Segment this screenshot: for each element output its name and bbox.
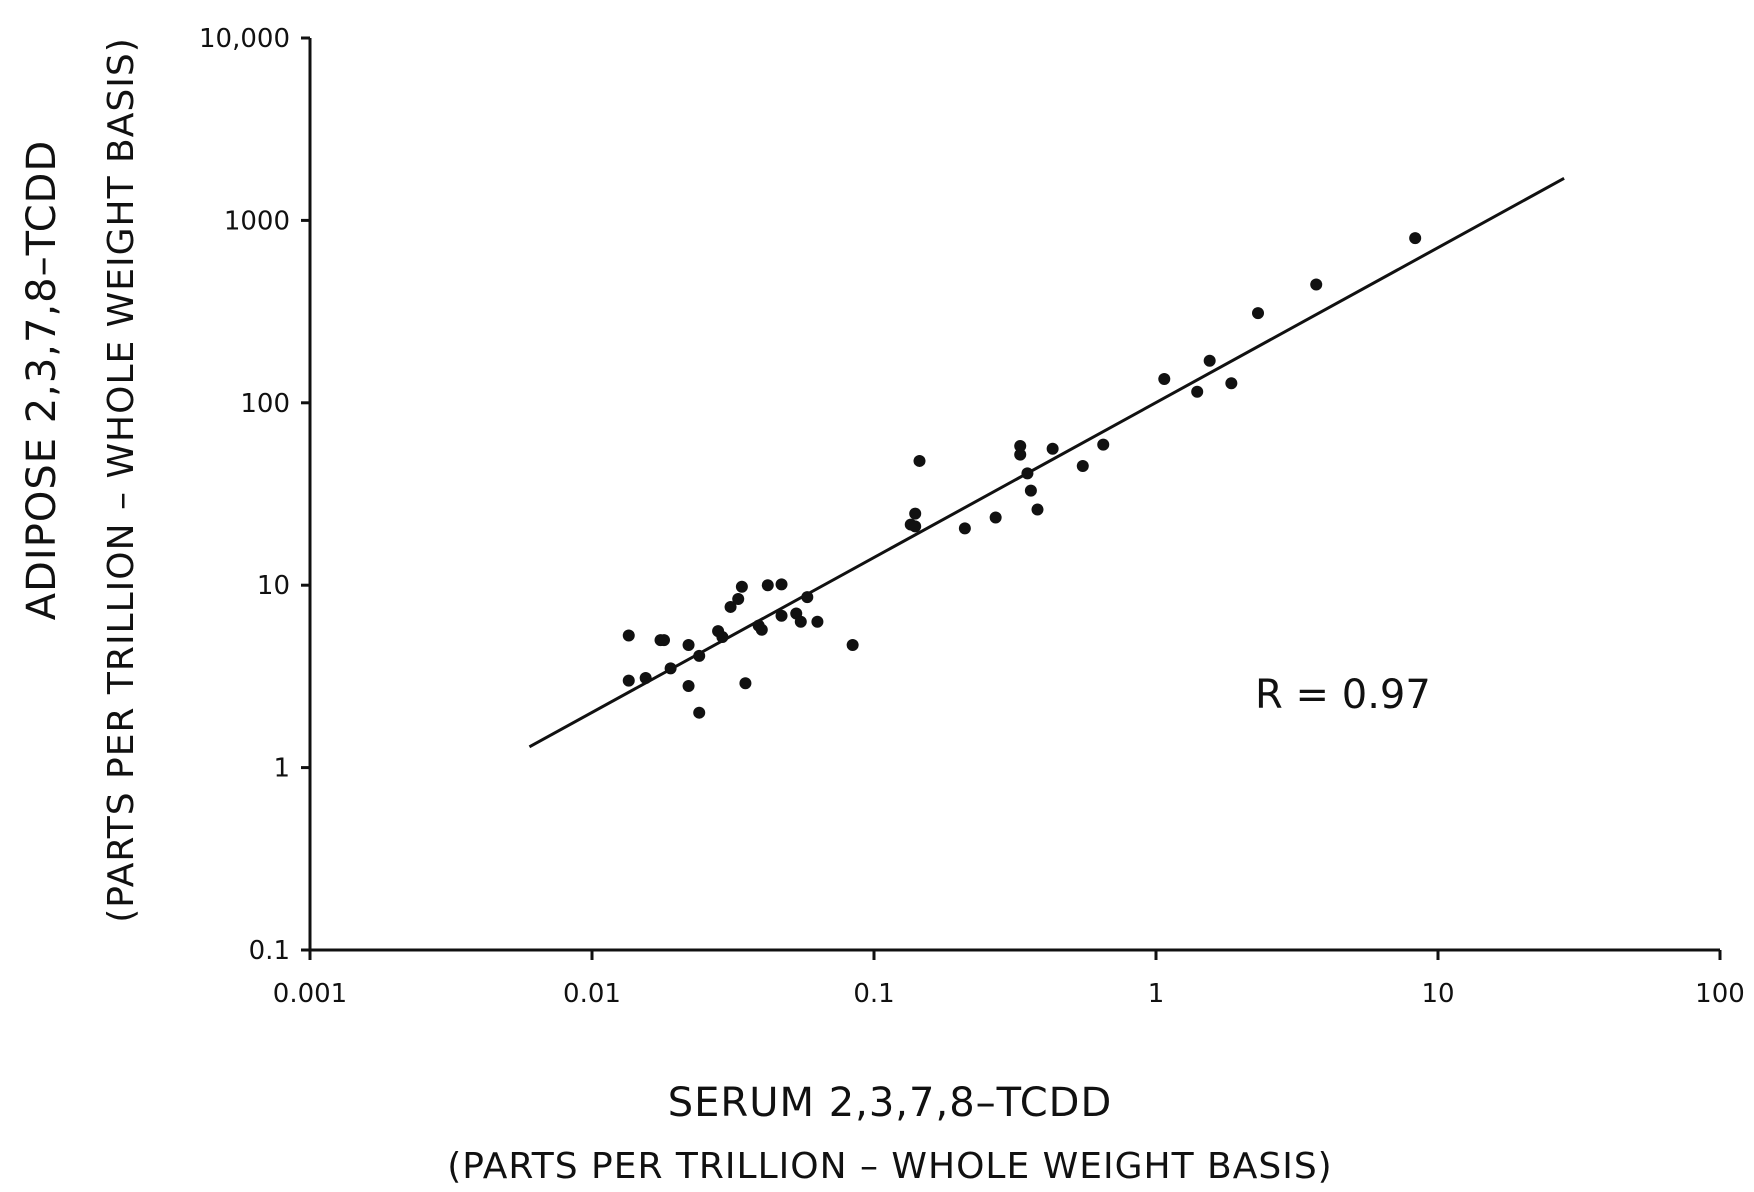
y-axis-label: ADIPOSE 2,3,7,8–TCDD: [19, 140, 65, 621]
data-point: [761, 579, 774, 592]
data-point: [1024, 484, 1037, 497]
data-point: [732, 593, 745, 606]
data-point: [639, 671, 652, 684]
data-point: [958, 522, 971, 535]
x-tick-label: 0.1: [853, 979, 894, 1009]
data-point: [1158, 373, 1171, 386]
y-axis-sublabel: (PARTS PER TRILLION – WHOLE WEIGHT BASIS…: [101, 37, 142, 922]
data-point: [1191, 385, 1204, 398]
data-point: [811, 615, 824, 628]
data-point: [724, 600, 737, 613]
data-point: [775, 578, 788, 591]
data-point: [716, 631, 729, 644]
data-point: [1409, 232, 1422, 245]
data-point: [794, 615, 807, 628]
y-tick-label: 100: [240, 389, 290, 419]
data-point: [1076, 460, 1089, 473]
ticks: 0.001 0.01 0.1 1 10 100 0.1 1 10 100 1000 10,000: [199, 24, 1745, 1009]
data-point: [1310, 278, 1323, 291]
y-tick-label: 10,000: [199, 24, 290, 54]
y-tick-label: 1: [273, 754, 290, 784]
x-tick-label: 0.001: [273, 979, 347, 1009]
data-point: [1014, 439, 1027, 452]
data-point: [909, 520, 922, 533]
data-point: [846, 639, 859, 652]
y-tick-label: 1000: [224, 206, 290, 236]
data-point: [1203, 354, 1216, 367]
data-point: [693, 649, 706, 662]
data-point: [739, 677, 752, 690]
data-point: [913, 454, 926, 467]
fit-line-group: [528, 177, 1565, 749]
data-point: [693, 706, 706, 719]
data-point: [801, 591, 814, 604]
data-point: [735, 580, 748, 593]
data-point: [1031, 503, 1044, 516]
y-tick-label: 0.1: [249, 936, 290, 966]
data-point: [657, 634, 670, 647]
axes: [308, 38, 1720, 952]
data-point: [682, 639, 695, 652]
x-axis-label: SERUM 2,3,7,8–TCDD: [668, 1080, 1113, 1126]
data-point: [755, 623, 768, 636]
x-axis-sublabel: (PARTS PER TRILLION – WHOLE WEIGHT BASIS…: [447, 1146, 1332, 1187]
data-point: [989, 511, 1002, 524]
data-point: [1252, 307, 1265, 320]
data-point: [909, 507, 922, 520]
data-point: [1046, 442, 1059, 455]
data-point: [664, 662, 677, 675]
data-point: [1097, 438, 1110, 451]
data-point: [775, 609, 788, 622]
x-tick-label: 1: [1148, 979, 1165, 1009]
x-tick-label: 0.01: [563, 979, 621, 1009]
x-tick-label: 100: [1695, 979, 1745, 1009]
data-point: [622, 674, 635, 687]
data-point: [1225, 377, 1238, 390]
data-points: [622, 232, 1422, 719]
data-point: [622, 629, 635, 642]
data-point: [1021, 467, 1034, 480]
y-tick-label: 10: [257, 571, 290, 601]
x-tick-label: 10: [1421, 979, 1454, 1009]
r-annotation: R = 0.97: [1255, 672, 1431, 718]
data-point: [682, 680, 695, 693]
data-point: [1014, 448, 1027, 461]
regression-line: [528, 177, 1565, 749]
